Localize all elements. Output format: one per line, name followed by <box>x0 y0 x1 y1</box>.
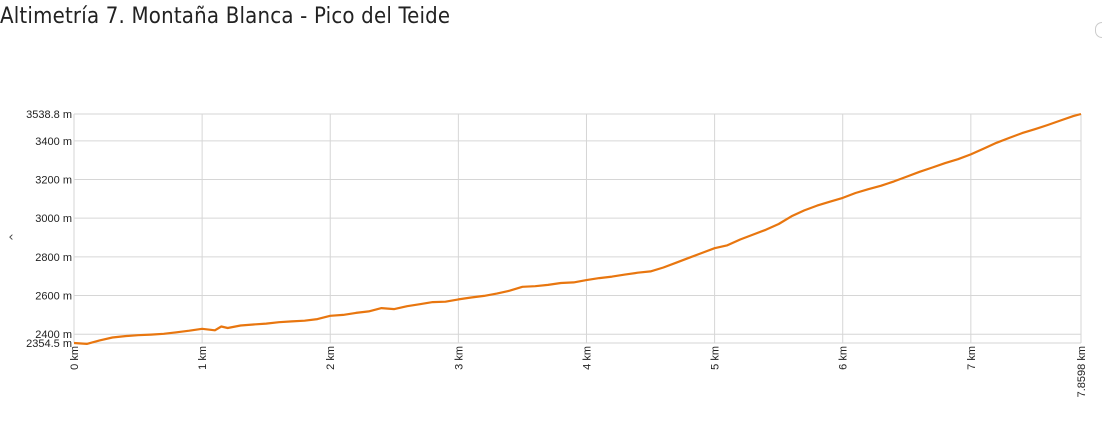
x-tick-label: 2 km <box>325 346 337 370</box>
x-tick-label: 1 km <box>197 346 209 370</box>
x-tick-label: 6 km <box>838 346 850 370</box>
x-tick-label: 0 km <box>69 346 81 370</box>
y-tick-label: 2354.5 m <box>26 338 72 350</box>
y-tick-label: 3400 m <box>35 136 72 148</box>
y-tick-label: 3538.8 m <box>26 109 72 121</box>
y-tick-label: 3200 m <box>35 175 72 187</box>
elevation-line <box>73 112 1082 345</box>
chevron-left-icon[interactable]: ‹ <box>8 230 14 245</box>
y-tick-label: 2400 m <box>35 329 72 341</box>
y-tick-label: 2800 m <box>35 252 72 264</box>
chart-grid <box>73 113 1082 344</box>
scroll-handle[interactable] <box>1095 22 1102 38</box>
x-tick-label: 7 km <box>966 346 978 370</box>
x-tick-label: 4 km <box>581 346 593 370</box>
page-title: Altimetría 7. Montaña Blanca - Pico del … <box>0 4 451 29</box>
y-tick-label: 3000 m <box>35 213 72 225</box>
y-tick-label: 2600 m <box>35 291 72 303</box>
x-axis-ticks: 0 km 1 km 2 km 3 km 4 km 5 km 6 km 7 km 7.8598 k… <box>69 346 1088 397</box>
x-tick-label: 3 km <box>453 346 465 370</box>
x-tick-label: 7.8598 km <box>1076 346 1088 397</box>
x-tick-label: 5 km <box>710 346 722 370</box>
